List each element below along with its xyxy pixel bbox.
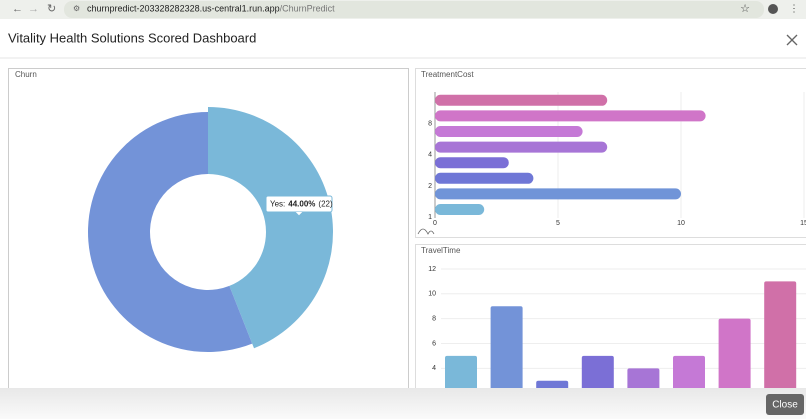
y-tick-label: 4 [428,152,432,159]
bar [490,306,523,388]
close-button[interactable] [766,394,804,415]
dialog-title: Vitality Health Solutions Scored Dashboa… [8,30,256,45]
x-tick-label: 0 [433,220,437,227]
bar [536,380,569,388]
tooltip-text: Yes: 44.00% (22) [270,200,333,209]
pie-slice [88,112,253,352]
url-path: /ChurnPredict [280,4,336,14]
y-tick-label: 12 [428,266,436,273]
panel-title: TravelTime [421,246,461,255]
dialog-close-icon[interactable] [786,34,798,46]
address-bar[interactable] [64,1,764,18]
bar [435,141,608,153]
tooltip-label: Yes: [270,200,285,209]
y-tick-label: 8 [428,121,432,128]
chart-area: 0 5 10 15 8 4 2 1 [428,92,806,227]
bar [673,355,705,388]
bar [764,281,797,388]
bar [718,318,751,388]
reload-button[interactable]: ↻ [47,3,56,15]
bar [435,204,485,215]
dialog-footer [0,388,806,419]
bar [627,368,660,388]
x-tick-label: 5 [556,220,560,227]
menu-button[interactable]: ⋮ [789,4,799,15]
chart-area: 4 6 8 10 12 [428,266,806,388]
bar [435,157,509,169]
back-button[interactable]: ← [12,3,23,15]
tooltip-pointer [294,211,304,217]
bar [435,110,706,122]
bookmark-star[interactable]: ☆ [740,3,750,15]
forward-button[interactable]: → [28,3,39,15]
profile-icon[interactable] [768,4,778,14]
panel-title: TreatmentCost [421,70,474,79]
x-tick-label: 10 [677,220,685,227]
panel-title: Churn [15,70,37,79]
bar [435,94,608,106]
close-button-label: Close [772,400,798,411]
y-tick-label: 2 [428,183,432,190]
x-tick-label: 15 [800,220,806,227]
y-tick-label: 10 [428,291,436,298]
bar [435,188,681,200]
bar [581,355,614,388]
bar [445,355,477,388]
charts: Yes: 44.00% (22) 0 5 10 15 8 4 2 1 4 6 8 10 12 [88,92,806,388]
url-host: churnpredict-203328282328.us-central1.ru… [87,4,280,14]
tooltip-percent: 44.00% [288,200,315,209]
y-tick-label: 8 [432,315,436,322]
bar [435,126,583,137]
bar [435,172,534,184]
y-tick-label: 4 [432,365,436,372]
url: churnpredict-203328282328.us-central1.ru… [87,4,335,14]
pie-slice [208,107,334,349]
y-tick-label: 1 [428,214,432,221]
chart-icon [417,228,435,235]
tooltip-count: (22) [318,200,333,209]
site-info-icon[interactable]: ⚙ [73,4,80,13]
y-tick-label: 6 [432,340,436,347]
